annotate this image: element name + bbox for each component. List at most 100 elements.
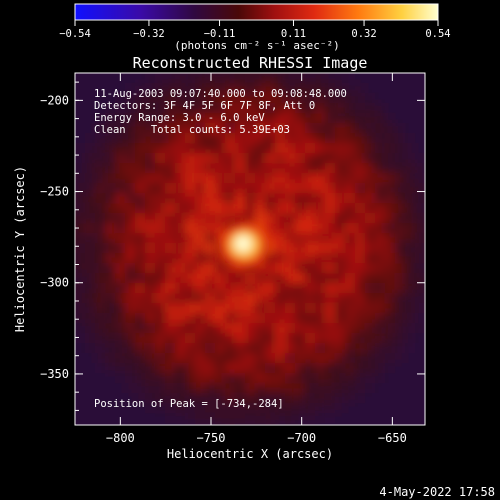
heatmap-cell xyxy=(335,403,346,414)
heatmap-cell xyxy=(95,223,106,234)
heatmap-cell xyxy=(375,363,386,374)
heatmap-cell xyxy=(245,263,256,274)
heatmap-blur-group xyxy=(75,73,436,425)
heatmap-cell xyxy=(265,273,276,284)
heatmap-cell xyxy=(175,353,186,364)
heatmap-cell xyxy=(295,283,306,294)
heatmap-cell xyxy=(205,423,216,425)
heatmap-cell xyxy=(415,243,425,254)
heatmap-cell xyxy=(75,243,76,254)
heatmap-cell xyxy=(75,343,86,354)
heatmap-cell xyxy=(325,423,336,425)
heatmap-cell xyxy=(215,333,226,344)
heatmap-cell xyxy=(375,83,386,94)
heatmap-cell xyxy=(135,343,146,354)
heatmap-cell xyxy=(75,313,86,324)
heatmap-cell xyxy=(85,183,96,194)
heatmap-cell xyxy=(135,173,146,184)
heatmap-cell xyxy=(315,223,326,234)
heatmap-cell xyxy=(275,313,286,324)
heatmap-cell xyxy=(415,263,425,274)
heatmap-cell xyxy=(75,403,86,414)
heatmap-cell xyxy=(95,113,106,124)
heatmap-cell xyxy=(155,263,166,274)
heatmap-cell xyxy=(415,193,425,204)
heatmap-cell xyxy=(75,183,86,194)
heatmap-cell xyxy=(155,183,166,194)
heatmap-cell xyxy=(165,223,176,234)
heatmap-cell xyxy=(365,203,376,214)
heatmap-cell xyxy=(265,403,276,414)
heatmap-cell xyxy=(265,233,276,244)
heatmap-cell xyxy=(145,173,156,184)
heatmap-cell xyxy=(215,353,226,364)
heatmap-cell xyxy=(75,73,76,74)
heatmap-cell xyxy=(265,123,276,134)
heatmap-cell xyxy=(415,183,425,194)
heatmap-cell xyxy=(75,213,86,224)
heatmap-cell xyxy=(185,353,196,364)
heatmap-cell xyxy=(295,273,306,284)
heatmap-cell xyxy=(395,293,406,304)
heatmap-cell xyxy=(375,383,386,394)
heatmap-cell xyxy=(225,163,236,174)
heatmap-cell xyxy=(225,273,236,284)
heatmap-cell xyxy=(265,163,276,174)
heatmap-cell xyxy=(195,423,206,425)
heatmap-cell xyxy=(265,353,276,364)
heatmap-cell xyxy=(325,413,336,424)
heatmap-cell xyxy=(395,223,406,234)
heatmap-cell xyxy=(415,353,425,364)
heatmap-cell xyxy=(335,423,346,425)
heatmap-cell xyxy=(75,203,86,214)
heatmap-cell xyxy=(135,313,146,324)
heatmap-cell xyxy=(395,183,406,194)
heatmap-cell xyxy=(245,173,256,184)
heatmap-cell xyxy=(145,123,156,134)
heatmap-cell xyxy=(235,353,246,364)
heatmap-cell xyxy=(245,143,256,154)
heatmap-cell xyxy=(295,153,306,164)
heatmap-cell xyxy=(225,133,236,144)
heatmap-cell xyxy=(295,383,306,394)
heatmap-cell xyxy=(395,353,406,364)
heatmap-cell xyxy=(155,403,166,414)
heatmap-cell xyxy=(135,253,146,264)
heatmap-cell xyxy=(95,383,106,394)
heatmap-cell xyxy=(145,113,156,124)
heatmap-cell xyxy=(255,133,266,144)
heatmap-cell xyxy=(415,423,425,425)
heatmap-cell xyxy=(75,383,76,394)
heatmap-cell xyxy=(265,303,276,314)
heatmap-cell xyxy=(185,163,196,174)
heatmap-cell xyxy=(245,123,256,134)
heatmap-cell xyxy=(125,223,136,234)
heatmap-cell xyxy=(325,173,336,184)
heatmap-cell xyxy=(365,333,376,344)
heatmap-cell xyxy=(325,183,336,194)
heatmap-cell xyxy=(85,223,96,234)
heatmap-cell xyxy=(75,113,76,124)
heatmap-cell xyxy=(395,363,406,374)
heatmap-cell xyxy=(405,353,416,364)
x-tick-label: −650 xyxy=(378,431,407,445)
heatmap-cell xyxy=(195,263,206,274)
heatmap-cell xyxy=(235,133,246,144)
heatmap-cell xyxy=(345,353,356,364)
heatmap-cell xyxy=(275,73,286,84)
heatmap-cell xyxy=(235,273,246,284)
heatmap-cell xyxy=(75,73,86,74)
heatmap-cell xyxy=(355,373,366,384)
heatmap-cell xyxy=(235,73,246,84)
heatmap-cell xyxy=(295,213,306,224)
heatmap-cell xyxy=(425,103,436,114)
heatmap-cell xyxy=(235,403,246,414)
heatmap-cell xyxy=(145,243,156,254)
heatmap-cell xyxy=(385,403,396,414)
heatmap-cell xyxy=(385,293,396,304)
heatmap-cell xyxy=(325,73,336,84)
y-axis-label: Heliocentric Y (arcsec) xyxy=(13,166,27,332)
heatmap-cell xyxy=(235,113,246,124)
heatmap-cell xyxy=(245,113,256,124)
